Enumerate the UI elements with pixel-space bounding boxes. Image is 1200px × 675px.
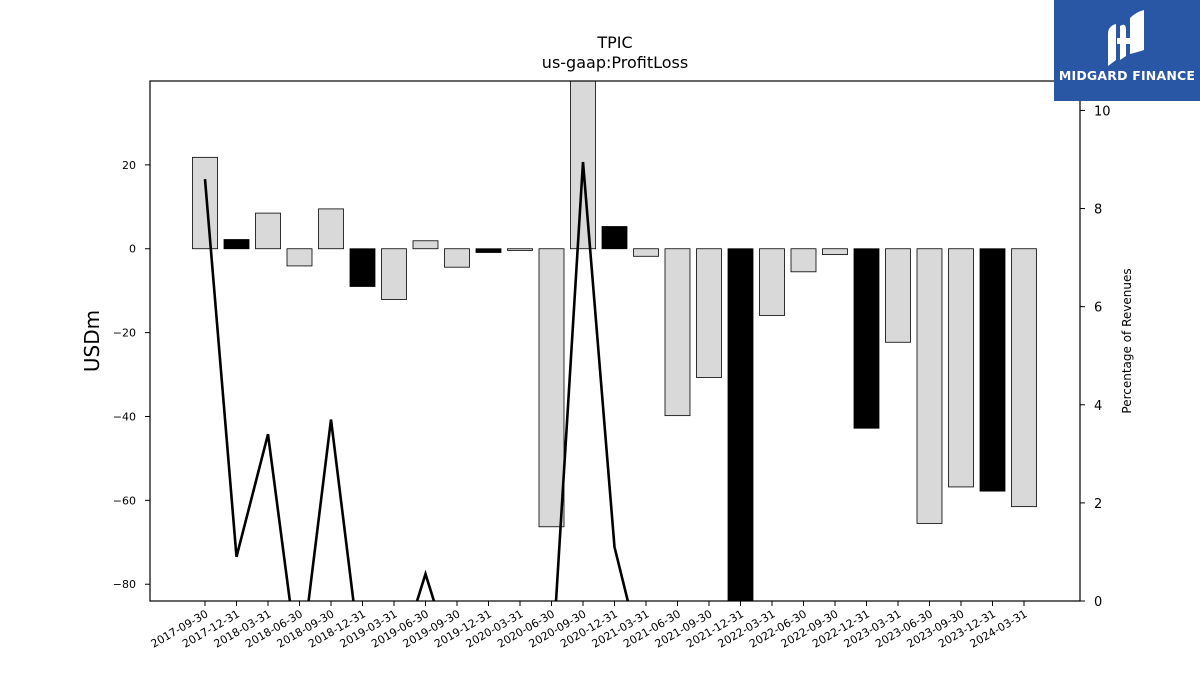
y-tick-label: −40 [113, 410, 136, 423]
bar [286, 248, 313, 267]
line-series-group [203, 161, 630, 601]
bar [349, 248, 376, 287]
y-tick-label: −20 [113, 327, 136, 340]
y2-tick-label: 8 [1094, 203, 1102, 218]
bar [318, 208, 344, 250]
bar [885, 248, 911, 343]
logo-text: MIDGARD FINANCE [1058, 68, 1196, 83]
bar [727, 248, 754, 601]
percentage-line [203, 161, 630, 601]
y2-axis-label: Percentage of Revenues [1120, 268, 1134, 413]
y-tick-label: −80 [113, 578, 136, 591]
bar [444, 248, 470, 268]
bar [948, 248, 974, 488]
bar [853, 248, 880, 429]
bar [790, 248, 817, 273]
bar [1011, 248, 1037, 508]
y2-tick-label: 0 [1094, 595, 1102, 610]
bar [979, 248, 1006, 492]
y2-tick-label: 2 [1094, 497, 1102, 512]
bar [633, 248, 659, 257]
bar [223, 239, 250, 250]
y-tick-label: 0 [129, 243, 136, 256]
y-tick-label: 20 [122, 159, 136, 172]
y2-tick-label: 10 [1094, 104, 1111, 119]
bar [664, 248, 691, 417]
bar [759, 248, 785, 316]
bar [192, 156, 218, 250]
bar [601, 226, 628, 250]
bar [381, 248, 407, 300]
bar [412, 240, 439, 250]
bar [255, 212, 281, 250]
y2-tick-label: 6 [1094, 301, 1102, 316]
midgard-logo-icon [1108, 10, 1144, 66]
chart-subtitle: us-gaap:ProfitLoss [542, 53, 688, 72]
bar [822, 248, 848, 256]
y-tick-label: −60 [113, 494, 136, 507]
bar [507, 248, 533, 251]
chart-title: TPIC [596, 33, 632, 52]
bar [538, 248, 565, 528]
y-axis-label: USDm [80, 310, 104, 372]
bar [916, 248, 943, 524]
midgard-finance-logo: MIDGARD FINANCE [1054, 0, 1200, 101]
bar [696, 248, 722, 378]
bar-series [192, 81, 1037, 601]
bar [475, 248, 502, 253]
y2-tick-label: 4 [1094, 399, 1102, 414]
